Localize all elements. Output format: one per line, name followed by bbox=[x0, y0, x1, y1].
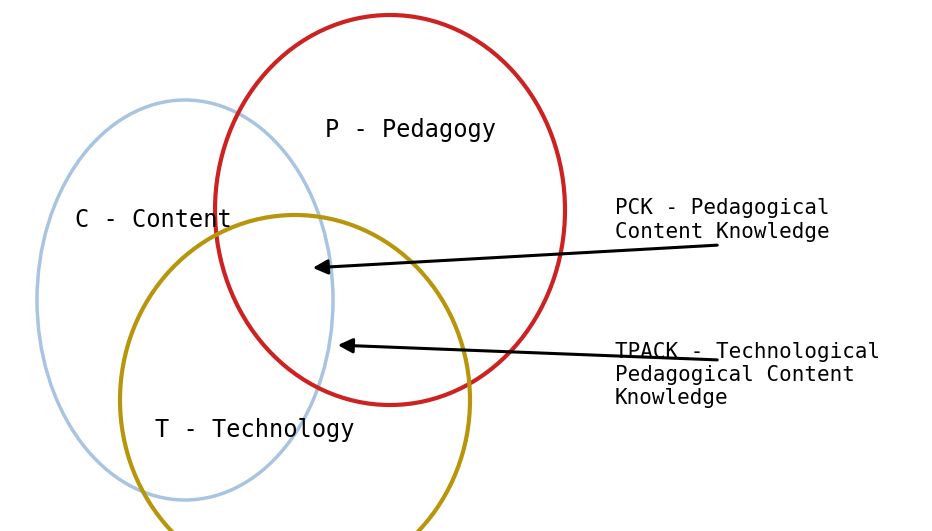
Text: T - Technology: T - Technology bbox=[155, 418, 354, 442]
Text: PCK - Pedagogical
Content Knowledge: PCK - Pedagogical Content Knowledge bbox=[615, 199, 829, 242]
Text: TPACK - Technological
Pedagogical Content
Knowledge: TPACK - Technological Pedagogical Conten… bbox=[615, 342, 880, 408]
Text: C - Content: C - Content bbox=[75, 208, 232, 232]
Text: P - Pedagogy: P - Pedagogy bbox=[325, 118, 496, 142]
